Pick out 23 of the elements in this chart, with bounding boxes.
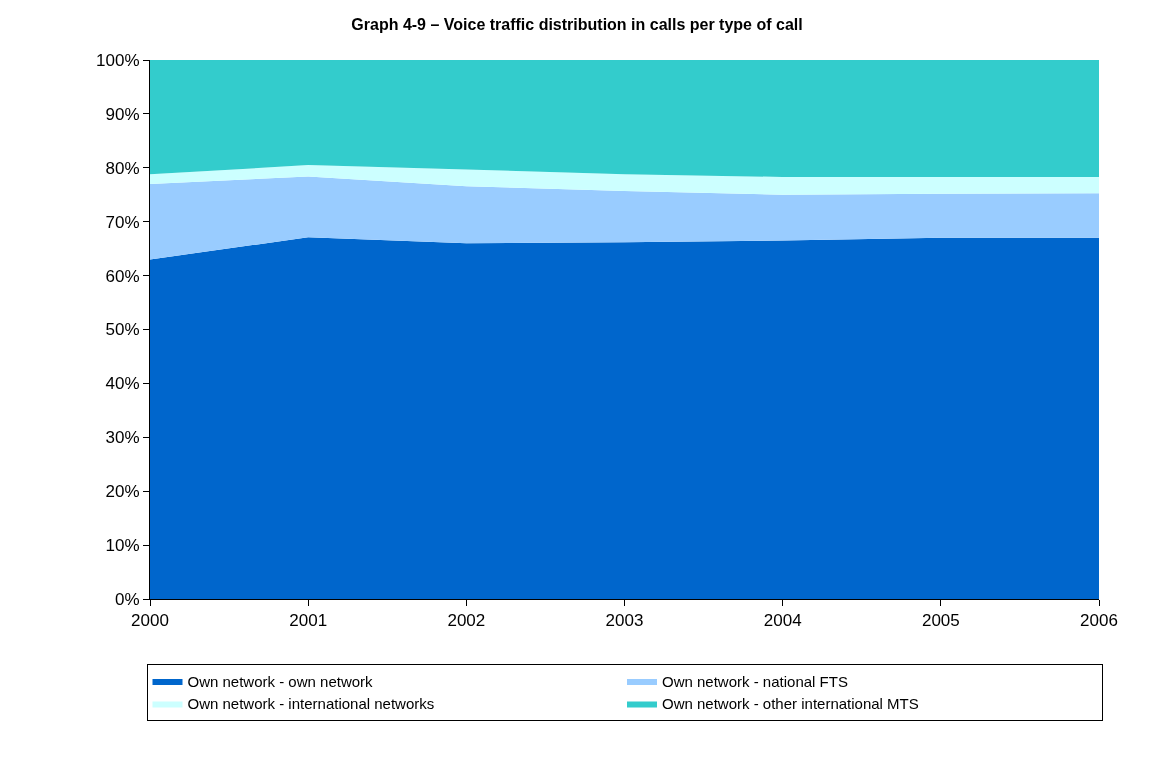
legend-label: Own network - other international MTS	[662, 695, 919, 713]
y-tick-label: 100%	[96, 50, 140, 70]
y-tick-label: 80%	[105, 158, 140, 178]
y-tick-label: 20%	[105, 482, 140, 502]
x-tick-label: 2003	[605, 611, 644, 631]
x-tick-label: 2000	[131, 611, 169, 631]
y-tick-label: 30%	[105, 428, 140, 448]
chart-title: Graph 4-9 – Voice traffic distribution in calls per type of call	[351, 16, 803, 34]
y-tick-label: 50%	[105, 320, 140, 340]
legend-label: Own network - international networks	[187, 695, 435, 713]
y-tick-label: 90%	[105, 104, 140, 124]
y-tick-label: 10%	[105, 536, 140, 556]
x-tick-label: 2001	[289, 611, 328, 631]
x-tick-label: 2002	[447, 611, 486, 631]
x-tick-label: 2004	[763, 611, 802, 631]
legend-label: Own network - national FTS	[662, 672, 848, 690]
x-tick-label: 2006	[1080, 611, 1118, 631]
y-tick-label: 40%	[105, 374, 140, 394]
legend-label: Own network - own network	[187, 672, 374, 690]
x-tick-label: 2005	[921, 611, 960, 631]
y-tick-label: 0%	[115, 589, 140, 609]
y-tick-label: 70%	[105, 212, 140, 232]
y-tick-label: 60%	[105, 266, 140, 286]
